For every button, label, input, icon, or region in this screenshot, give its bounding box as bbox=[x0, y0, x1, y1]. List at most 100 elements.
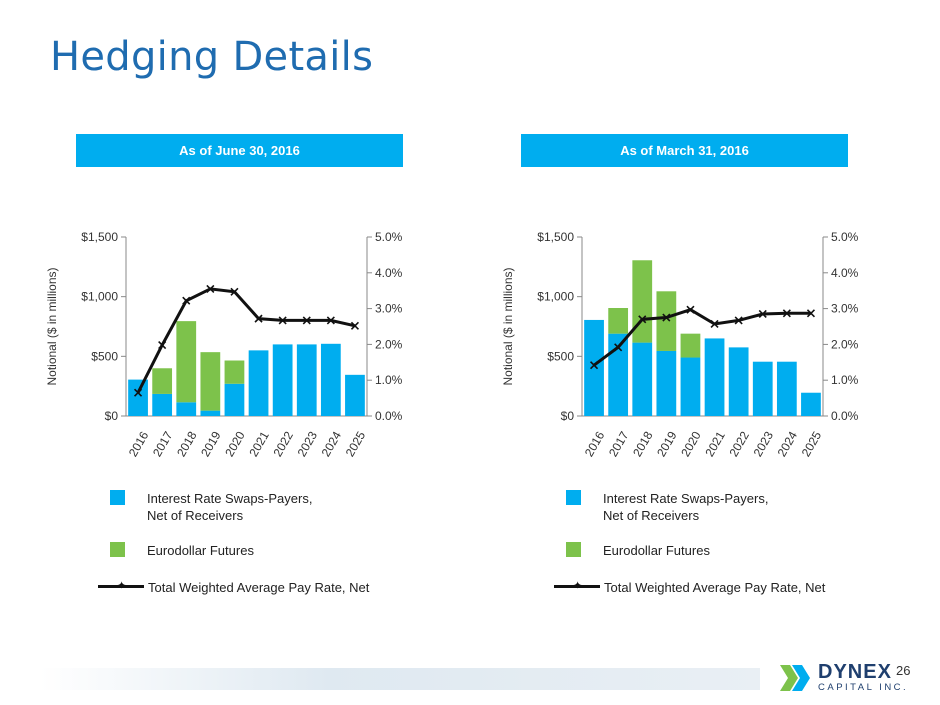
bar-swaps bbox=[176, 402, 197, 416]
chart-march-2016: $0 $500 $1,000 $1,500 0.0% 1.0% 2.0% 3.0% 4.0% 5.… bbox=[501, 230, 859, 459]
legend-label-futures: Eurodollar Futures bbox=[603, 543, 710, 558]
legend-item-futures: Eurodollar Futures bbox=[98, 542, 254, 559]
x-tick-label: 2025 bbox=[343, 429, 369, 459]
bar-futures bbox=[656, 291, 677, 351]
bar-futures bbox=[224, 360, 245, 384]
rate-marker bbox=[254, 314, 263, 323]
line-marker-icon: ✦ bbox=[98, 579, 144, 593]
y-tick-label: $1,500 bbox=[537, 230, 574, 244]
y2-tick-label: 5.0% bbox=[375, 230, 403, 244]
bar-swaps bbox=[776, 361, 797, 416]
y-tick-label: $500 bbox=[91, 349, 118, 363]
y-tick-label: $1,500 bbox=[81, 230, 118, 244]
bar-futures bbox=[152, 368, 173, 394]
legend-item-swaps: Interest Rate Swaps-Payers, Net of Recei… bbox=[98, 490, 312, 524]
bar-swaps bbox=[152, 393, 173, 416]
y2-tick-label: 2.0% bbox=[831, 337, 859, 351]
swaps-swatch bbox=[110, 490, 125, 505]
bar-swaps bbox=[584, 319, 604, 416]
bar-swaps bbox=[632, 342, 653, 416]
rate-marker bbox=[589, 361, 599, 370]
bar-swaps bbox=[128, 379, 148, 416]
line-marker-icon: ✦ bbox=[554, 579, 600, 593]
legend-label-futures: Eurodollar Futures bbox=[147, 543, 254, 558]
y2-tick-label: 1.0% bbox=[375, 373, 403, 387]
footer-bar bbox=[40, 668, 760, 690]
x-tick-label: 2025 bbox=[799, 429, 825, 459]
bar-swaps bbox=[296, 344, 317, 416]
bar-swaps bbox=[752, 361, 773, 416]
bar-swaps bbox=[801, 392, 821, 416]
legend-label-swaps: Interest Rate Swaps-Payers, Net of Recei… bbox=[603, 491, 769, 523]
bar-swaps bbox=[248, 350, 269, 416]
y2-tick-label: 2.0% bbox=[375, 337, 403, 351]
logo-name: DYNEX bbox=[818, 661, 892, 683]
bar-swaps bbox=[200, 410, 221, 416]
rate-marker bbox=[758, 309, 767, 319]
legend-item-line: ✦ Total Weighted Average Pay Rate, Net bbox=[554, 579, 825, 596]
bar-swaps bbox=[608, 333, 629, 416]
x-tick-label: 2019 bbox=[198, 429, 224, 459]
x-tick-label: 2016 bbox=[126, 429, 152, 459]
y2-tick-label: 1.0% bbox=[831, 373, 859, 387]
y-tick-label: $500 bbox=[547, 349, 574, 363]
legend-item-swaps: Interest Rate Swaps-Payers, Net of Recei… bbox=[554, 490, 768, 524]
rate-marker bbox=[133, 388, 143, 397]
rate-line bbox=[136, 287, 356, 394]
y2-tick-label: 5.0% bbox=[831, 230, 859, 244]
x-tick-label: 2017 bbox=[606, 429, 632, 459]
x-tick-label: 2022 bbox=[726, 429, 752, 459]
legend-label-swaps: Interest Rate Swaps-Payers, Net of Recei… bbox=[147, 491, 313, 523]
x-tick-label: 2016 bbox=[582, 429, 608, 459]
x-tick-label: 2020 bbox=[222, 429, 248, 459]
x-tick-label: 2017 bbox=[150, 429, 176, 459]
x-tick-label: 2019 bbox=[654, 429, 680, 459]
rate-line bbox=[593, 308, 811, 367]
bar-swaps bbox=[680, 357, 701, 416]
rate-marker bbox=[734, 316, 743, 325]
y2-tick-label: 0.0% bbox=[831, 409, 859, 423]
rate-marker bbox=[350, 321, 360, 330]
x-tick-label: 2018 bbox=[630, 429, 656, 459]
x-tick-label: 2022 bbox=[270, 429, 296, 459]
y-tick-label: $1,000 bbox=[537, 290, 574, 304]
bar-swaps bbox=[272, 344, 293, 416]
x-tick-label: 2023 bbox=[295, 429, 321, 459]
rate-marker bbox=[662, 313, 671, 322]
y-tick-label: $1,000 bbox=[81, 290, 118, 304]
bar-swaps bbox=[345, 374, 365, 416]
x-tick-label: 2018 bbox=[174, 429, 200, 459]
y-tick-label: $0 bbox=[105, 409, 119, 423]
rate-marker bbox=[302, 316, 311, 325]
bar-swaps bbox=[320, 343, 341, 416]
bar-futures bbox=[200, 352, 221, 411]
rate-marker bbox=[182, 296, 191, 305]
company-logo: DYNEX CAPITAL INC. bbox=[778, 662, 908, 694]
x-tick-label: 2021 bbox=[246, 429, 272, 459]
rate-marker bbox=[326, 316, 335, 325]
bar-futures bbox=[680, 333, 701, 358]
bar-futures bbox=[608, 308, 629, 334]
y2-tick-label: 4.0% bbox=[375, 266, 403, 280]
bar-swaps bbox=[656, 350, 677, 416]
bar-swaps bbox=[704, 338, 725, 416]
y2-tick-label: 3.0% bbox=[375, 302, 403, 316]
rate-marker bbox=[638, 315, 647, 324]
page-title: Hedging Details bbox=[50, 34, 374, 80]
rate-marker bbox=[614, 343, 623, 352]
x-tick-label: 2023 bbox=[751, 429, 777, 459]
legend-label-line: Total Weighted Average Pay Rate, Net bbox=[604, 580, 826, 595]
futures-swatch bbox=[110, 542, 125, 557]
rate-marker bbox=[806, 309, 816, 318]
y-axis-title: Notional ($ in millions) bbox=[501, 267, 515, 385]
y-axis-title: Notional ($ in millions) bbox=[45, 267, 59, 385]
bar-swaps bbox=[224, 383, 245, 416]
logo-subtitle: CAPITAL INC. bbox=[818, 682, 909, 693]
x-tick-label: 2020 bbox=[678, 429, 704, 459]
legend-label-line: Total Weighted Average Pay Rate, Net bbox=[148, 580, 370, 595]
y2-tick-label: 0.0% bbox=[375, 409, 403, 423]
dynex-mark-icon bbox=[780, 665, 810, 691]
y2-tick-label: 3.0% bbox=[831, 302, 859, 316]
legend-item-line: ✦ Total Weighted Average Pay Rate, Net bbox=[98, 579, 369, 596]
bar-futures bbox=[176, 321, 197, 403]
